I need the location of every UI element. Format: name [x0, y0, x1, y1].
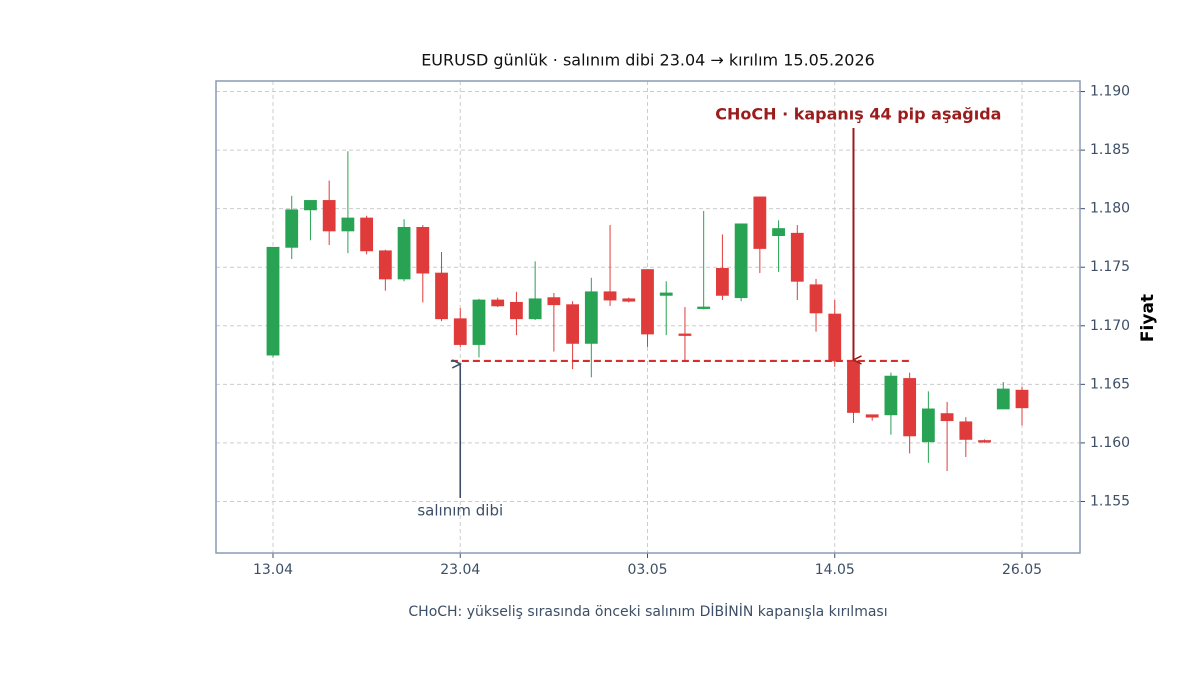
- candle-body: [959, 421, 973, 440]
- candle-body: [453, 318, 467, 345]
- candle-body: [266, 246, 280, 356]
- plot-frame: [215, 80, 1081, 554]
- candle-body: [566, 304, 579, 344]
- y-tick-label: 1.155: [1090, 493, 1130, 509]
- candle-body: [378, 250, 392, 280]
- candle-body: [322, 200, 336, 232]
- candle-body: [528, 298, 542, 320]
- y-tick-label: 1.175: [1090, 259, 1130, 275]
- candle-body: [659, 292, 673, 296]
- candle-body: [865, 414, 879, 418]
- candle-body: [304, 200, 317, 211]
- candle-body: [491, 299, 505, 307]
- y-tick-label: 1.170: [1090, 318, 1130, 334]
- candle-body: [341, 217, 355, 232]
- candle-body: [678, 333, 692, 336]
- candle-body: [397, 227, 411, 280]
- candle-body: [603, 291, 617, 301]
- x-tick-label: 03.05: [627, 562, 667, 578]
- candle-body: [940, 413, 954, 422]
- candle-body: [360, 217, 374, 252]
- candle-body: [921, 408, 935, 443]
- candle-body: [641, 269, 654, 335]
- y-tick-label: 1.165: [1090, 376, 1130, 392]
- candle-body: [285, 209, 299, 248]
- candle-body: [1015, 389, 1029, 409]
- candle-body: [472, 299, 486, 345]
- y-tick-label: 1.180: [1090, 201, 1130, 217]
- y-tick-label: 1.185: [1090, 142, 1130, 158]
- candle-body: [435, 272, 448, 320]
- y-axis-label: Fiyat: [1138, 294, 1158, 342]
- x-tick-label: 13.04: [253, 562, 293, 578]
- candle-body: [734, 223, 748, 299]
- candle-body: [697, 306, 711, 309]
- candle-body: [847, 360, 860, 413]
- x-tick-label: 23.04: [440, 562, 480, 578]
- x-tick-label: 26.05: [1002, 562, 1042, 578]
- candle-body: [809, 284, 823, 314]
- annotation-text: CHoCH · kapanış 44 pip aşağıda: [715, 105, 1001, 124]
- candle-body: [884, 375, 898, 416]
- candle-body: [547, 297, 561, 306]
- candle-body: [996, 388, 1010, 410]
- candle-body: [584, 291, 598, 344]
- candle-body: [978, 440, 991, 443]
- candle-body: [903, 378, 917, 437]
- candle-body: [622, 298, 636, 302]
- candle-body: [510, 301, 523, 320]
- y-tick-label: 1.160: [1090, 435, 1130, 451]
- annotation-text: salınım dibi: [417, 502, 503, 520]
- chart-title: EURUSD günlük · salınım dibi 23.04 → kır…: [421, 51, 875, 70]
- candle-body: [416, 227, 430, 274]
- y-tick-label: 1.190: [1090, 84, 1130, 100]
- candle-body: [716, 267, 729, 296]
- candle-body: [828, 313, 842, 362]
- candle-body: [772, 228, 785, 237]
- candle-body: [753, 196, 767, 249]
- x-tick-label: 14.05: [815, 562, 855, 578]
- candle-body: [790, 232, 804, 282]
- footnote: CHoCH: yükseliş sırasında önceki salınım…: [408, 602, 887, 620]
